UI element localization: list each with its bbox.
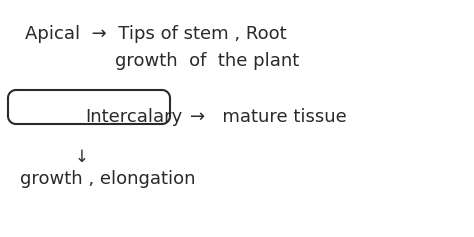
Text: growth , elongation: growth , elongation (20, 170, 195, 188)
Text: →   mature tissue: → mature tissue (190, 108, 347, 126)
Text: Intercalary: Intercalary (85, 108, 182, 126)
Text: growth  of  the plant: growth of the plant (115, 52, 299, 70)
Text: Apical  →  Tips of stem , Root: Apical → Tips of stem , Root (25, 25, 287, 43)
Text: ↓: ↓ (75, 148, 89, 166)
